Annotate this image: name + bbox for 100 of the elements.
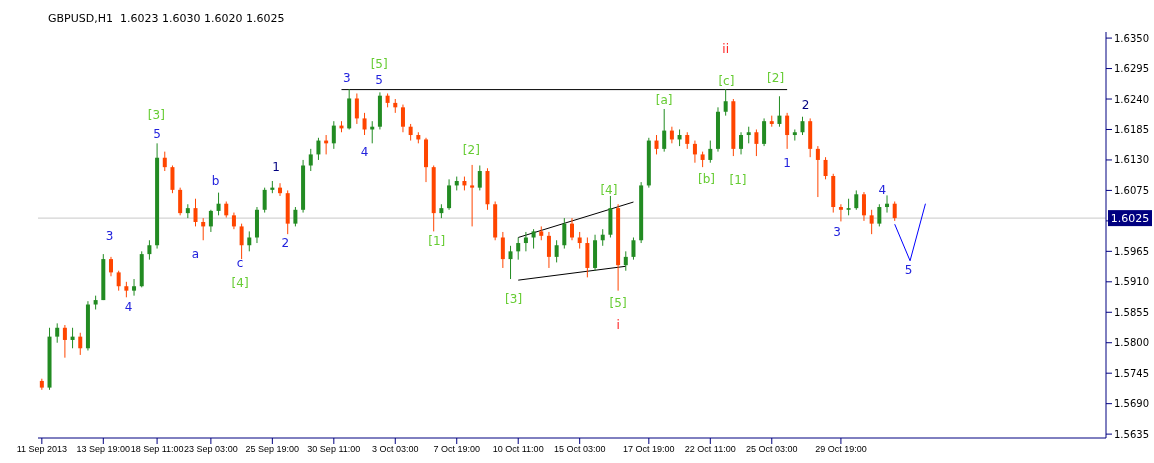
- x-tick-label: 3 Oct 03:00: [372, 444, 419, 455]
- annotation: 5: [153, 126, 161, 141]
- candlestick: [623, 250, 628, 272]
- candlestick: [132, 278, 137, 297]
- candlestick: [70, 327, 75, 349]
- annotation: 1: [272, 160, 281, 175]
- annotation: 4: [878, 182, 887, 197]
- candlestick: [838, 203, 843, 222]
- y-tick-label: 1.6075: [1114, 184, 1149, 196]
- candlestick: [531, 228, 536, 250]
- candlestick: [193, 198, 198, 227]
- x-tick-label: 25 Oct 03:00: [746, 444, 798, 455]
- y-tick-label: 1.5965: [1114, 245, 1149, 257]
- candlestick: [293, 206, 298, 227]
- candlestick: [762, 117, 767, 147]
- candlestick: [570, 217, 574, 241]
- ref-line-label: 1.6025: [1110, 212, 1150, 226]
- candlestick: [508, 245, 513, 280]
- annotation: [c]: [718, 74, 735, 88]
- x-tick-label: 15 Oct 03:00: [553, 444, 606, 455]
- candlestick: [877, 203, 882, 227]
- y-tick-label: 1.6295: [1114, 63, 1149, 75]
- x-tick-label: 7 Oct 19:00: [433, 444, 481, 455]
- annotation: [1]: [428, 233, 446, 248]
- y-tick-label: 1.5800: [1114, 337, 1149, 349]
- candlestick: [854, 189, 859, 211]
- candlestick: [216, 192, 221, 216]
- candlestick: [823, 156, 828, 180]
- y-tick-label: 1.5635: [1114, 428, 1149, 440]
- candlestick: [885, 194, 890, 214]
- candlestick: [869, 209, 874, 235]
- candlestick: [723, 88, 728, 117]
- candlestick: [546, 231, 551, 269]
- candlestick: [308, 148, 313, 172]
- annotation: [2]: [767, 71, 785, 86]
- x-tick-label: 25 Sep 19:00: [245, 444, 300, 455]
- annotation: [2]: [462, 142, 480, 157]
- candlestick: [208, 209, 213, 233]
- y-tick-label: 1.5745: [1114, 367, 1149, 379]
- y-tick-label: 1.6130: [1114, 154, 1149, 166]
- x-tick-label: 30 Sep 11:00: [307, 444, 361, 455]
- annotation: 4: [360, 145, 369, 160]
- candlestick: [662, 108, 667, 153]
- annotation: 5: [375, 72, 383, 87]
- annotation: [1]: [729, 173, 747, 188]
- candlestick: [316, 137, 321, 161]
- annotation: ii: [722, 41, 730, 56]
- y-tick-label: 1.6240: [1114, 93, 1149, 105]
- x-tick-label: 13 Sep 19:00: [76, 444, 131, 455]
- x-tick-label: 17 Oct 19:00: [623, 444, 675, 455]
- annotation: 5: [904, 262, 913, 277]
- candlestick: [892, 200, 897, 222]
- annotation: [b]: [697, 172, 715, 187]
- candlestick: [278, 182, 283, 197]
- candlestick: [800, 116, 805, 136]
- candlestick: [861, 191, 866, 222]
- annotation: b: [211, 174, 220, 189]
- y-tick-label: 1.5910: [1114, 276, 1149, 288]
- chart-title: GBPUSD,H1 1.6023 1.6030 1.6020 1.6025: [48, 12, 285, 25]
- annotation: [5]: [370, 56, 388, 71]
- annotation: [5]: [609, 296, 627, 311]
- candlestick: [262, 187, 267, 214]
- y-tick-label: 1.6185: [1114, 124, 1149, 136]
- x-tick-label: 29 Oct 19:00: [815, 444, 867, 455]
- candlestick: [516, 236, 521, 261]
- candlestick: [170, 164, 175, 194]
- annotation: i: [616, 318, 620, 333]
- y-tick-label: 1.6350: [1114, 32, 1149, 44]
- candlestick: [447, 178, 452, 211]
- candlestick: [178, 187, 183, 216]
- candlestick: [631, 236, 636, 261]
- candlestick: [55, 322, 60, 344]
- candlestick: [162, 151, 167, 172]
- candlestick: [331, 120, 336, 150]
- annotation: 4: [124, 299, 133, 314]
- annotation: 2: [281, 235, 290, 250]
- candlestick: [785, 112, 790, 150]
- candlestick: [116, 270, 121, 292]
- candlestick: [477, 164, 482, 191]
- annotation: 2: [801, 97, 810, 112]
- candlestick: [239, 223, 244, 260]
- annotation: 3: [833, 224, 841, 239]
- annotation: a: [191, 246, 200, 261]
- annotation: [4]: [600, 183, 618, 198]
- candlestick: [500, 231, 505, 269]
- candlestick: [739, 131, 744, 155]
- candlestick: [108, 256, 113, 277]
- x-tick-label: 23 Sep 03:00: [184, 444, 238, 455]
- candlestick: [692, 140, 697, 164]
- annotation: [4]: [231, 276, 249, 291]
- annotation: [3]: [505, 291, 523, 306]
- candlestick: [362, 112, 367, 136]
- annotation: c: [236, 255, 244, 270]
- candlestick: [708, 140, 713, 164]
- annotation: 3: [343, 71, 351, 86]
- annotation: [3]: [147, 107, 165, 122]
- x-tick-label: 11 Sep 2013: [16, 444, 68, 455]
- annotation: 3: [105, 229, 114, 244]
- candlestick: [777, 95, 782, 128]
- candlestick: [147, 239, 152, 261]
